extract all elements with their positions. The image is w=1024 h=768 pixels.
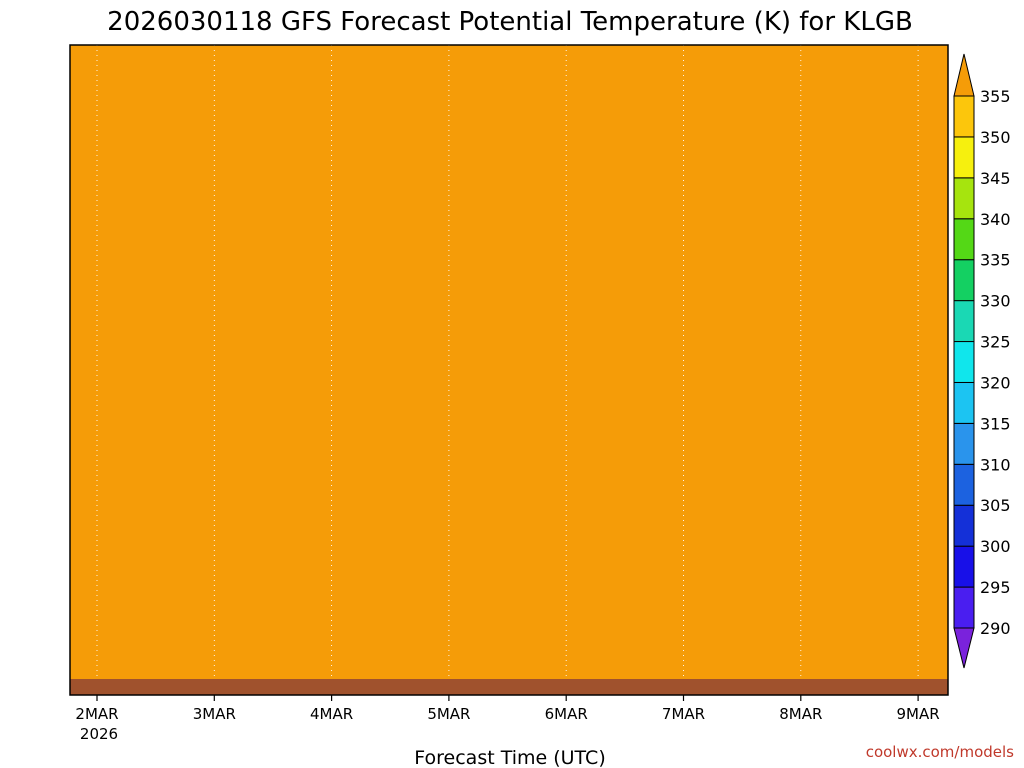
plot-frame — [69, 44, 949, 696]
colorbar-swatch — [953, 341, 975, 383]
colorbar-label: 340 — [980, 210, 1011, 229]
time-axis: 2MAR 3MAR 4MAR 5MAR 6MAR 7MAR 8MAR 9MAR — [75, 695, 940, 723]
x-tick-label: 6MAR — [545, 705, 588, 723]
colorbar-swatch — [953, 95, 975, 138]
credit-text: coolwx.com/models — [866, 743, 1014, 761]
x-axis-title: Forecast Time (UTC) — [414, 747, 605, 768]
colorbar-swatch — [953, 463, 975, 506]
colorbar-label: 295 — [980, 578, 1011, 597]
x-tick-label: 9MAR — [897, 705, 940, 723]
colorbar-swatch — [953, 627, 975, 669]
colorbar-label: 320 — [980, 373, 1011, 392]
colorbar-label: 290 — [980, 619, 1011, 638]
colorbar-swatch — [953, 136, 975, 179]
ground-surface — [70, 679, 948, 695]
x-tick-label: 5MAR — [427, 705, 470, 723]
x-year-label: 2026 — [80, 725, 118, 743]
colorbar-label: 300 — [980, 537, 1011, 556]
x-tick-label: 8MAR — [779, 705, 822, 723]
colorbar-label: 330 — [980, 292, 1011, 311]
colorbar-label: 345 — [980, 169, 1011, 188]
colorbar-swatch — [953, 381, 975, 424]
colorbar-swatch — [953, 259, 975, 302]
colorbar-swatch — [953, 300, 975, 343]
colorbar-swatch — [953, 53, 975, 97]
x-tick-label: 4MAR — [310, 705, 353, 723]
chart-title: 2026030118 GFS Forecast Potential Temper… — [107, 7, 913, 37]
temperature-bands — [70, 45, 948, 695]
colorbar-swatch — [953, 504, 975, 547]
grid-lines — [96, 45, 919, 695]
colorbar-label: 305 — [980, 496, 1011, 515]
colorbar-swatch — [953, 545, 975, 588]
colorbar-swatch — [953, 177, 975, 220]
x-tick-label: 7MAR — [662, 705, 705, 723]
x-tick-label: 2MAR — [75, 705, 118, 723]
colorbar: 290 295 300 305 310 315 320 325 330 335 340 345 350 3… — [953, 53, 1011, 669]
colorbar-label: 325 — [980, 333, 1011, 352]
colorbar-label: 350 — [980, 128, 1011, 147]
colorbar-swatch — [953, 422, 975, 465]
colorbar-label: 355 — [980, 87, 1011, 106]
colorbar-label: 310 — [980, 455, 1011, 474]
x-tick-label: 3MAR — [193, 705, 236, 723]
colorbar-swatch — [953, 586, 975, 629]
colorbar-swatch — [953, 218, 975, 261]
colorbar-label: 315 — [980, 414, 1011, 433]
colorbar-label: 335 — [980, 251, 1011, 270]
